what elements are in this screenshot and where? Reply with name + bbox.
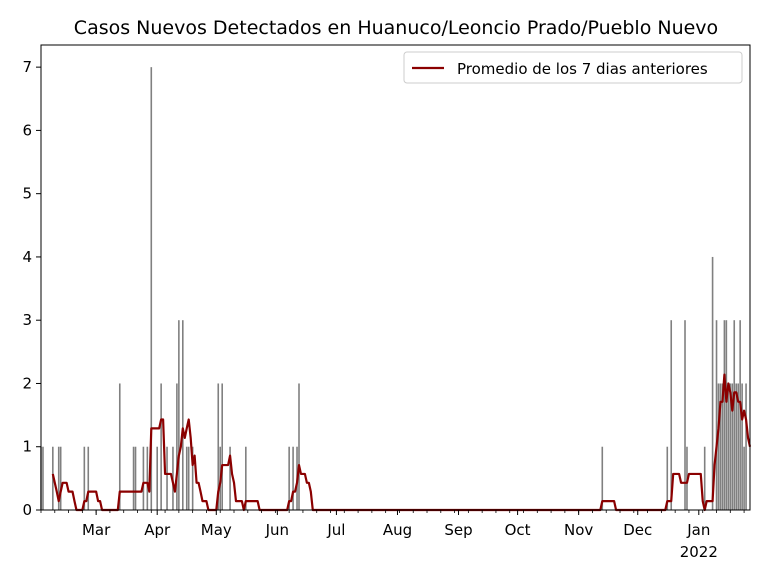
bar-22 — [191, 446, 194, 510]
bar-7 — [118, 383, 121, 510]
bar-53 — [743, 446, 745, 510]
y-tick-label-0: 0 — [22, 501, 32, 519]
x-tick-label-Sep: Sep — [444, 521, 472, 539]
bar-6 — [87, 446, 90, 510]
bar-20 — [185, 446, 188, 510]
y-tick-label-3: 3 — [22, 311, 32, 329]
bar-11 — [146, 446, 149, 510]
plot-frame — [40, 44, 751, 511]
bar-34 — [670, 320, 673, 510]
bar-13 — [156, 446, 158, 510]
bar-31 — [298, 383, 300, 510]
bar-48 — [733, 320, 736, 510]
x-tick-label-Apr: Apr — [144, 521, 171, 539]
bar-54 — [745, 383, 747, 510]
bar-42 — [721, 383, 724, 510]
bar-41 — [719, 383, 722, 510]
bar-37 — [703, 446, 706, 510]
bar-28 — [288, 446, 290, 510]
x-tick-label-Jun: Jun — [265, 521, 289, 539]
y-tick-label-5: 5 — [22, 185, 32, 203]
bar-52 — [741, 383, 743, 510]
bar-26 — [229, 446, 231, 510]
bar-1 — [42, 446, 44, 510]
bar-50 — [737, 383, 739, 510]
bar-series — [40, 67, 747, 510]
x-tick-label-Aug: Aug — [383, 521, 412, 539]
x-tick-label-Dec: Dec — [623, 521, 652, 539]
bar-9 — [134, 446, 137, 510]
bar-45 — [727, 383, 730, 510]
bar-49 — [735, 383, 738, 510]
legend: Promedio de los 7 dias anteriores — [403, 51, 743, 84]
bar-32 — [601, 446, 604, 510]
bar-10 — [142, 446, 145, 510]
bar-14 — [160, 383, 162, 510]
bar-27 — [245, 446, 247, 510]
bar-3 — [57, 446, 60, 510]
chart-title: Casos Nuevos Detectados en Huanuco/Leonc… — [74, 17, 718, 39]
y-tick-label-2: 2 — [22, 374, 32, 392]
bar-25 — [221, 383, 223, 510]
x-tick-label-Nov: Nov — [564, 521, 593, 539]
bar-44 — [725, 320, 728, 510]
bar-43 — [723, 320, 726, 510]
y-tick-label-4: 4 — [22, 248, 32, 266]
bar-33 — [666, 446, 669, 510]
bar-39 — [715, 320, 718, 510]
bar-18 — [178, 320, 180, 510]
bar-23 — [217, 383, 220, 510]
bar-19 — [182, 320, 184, 510]
y-tick-label-1: 1 — [22, 438, 32, 456]
bar-40 — [717, 383, 720, 510]
x-tick-label-May: May — [201, 521, 232, 539]
bar-29 — [292, 446, 294, 510]
bar-4 — [59, 446, 62, 510]
bar-5 — [83, 446, 86, 510]
bar-8 — [132, 446, 135, 510]
legend-label: Promedio de los 7 dias anteriores — [457, 60, 708, 78]
x-year-label: 2022 — [680, 543, 718, 561]
bar-12 — [150, 67, 153, 510]
x-tick-label-Oct: Oct — [505, 521, 531, 539]
bar-47 — [731, 383, 734, 510]
bar-35 — [684, 320, 686, 510]
x-tick-label-Mar: Mar — [82, 521, 111, 539]
y-axis: 0 1 2 3 4 5 6 7 — [22, 58, 41, 519]
y-tick-label-7: 7 — [22, 58, 32, 76]
x-axis: Mar Apr May Jun Jul Aug Sep Oct Nov Dec Jan 2022 — [40, 510, 745, 561]
bar-21 — [187, 446, 190, 510]
bar-17 — [176, 383, 178, 510]
legend-box — [403, 51, 743, 84]
y-tick-label-6: 6 — [22, 121, 32, 139]
bar-15 — [166, 446, 168, 510]
bar-46 — [729, 383, 732, 510]
bar-51 — [739, 320, 741, 510]
x-tick-label-Jul: Jul — [326, 521, 345, 539]
x-tick-label-Jan: Jan — [686, 521, 710, 539]
bar-38 — [711, 256, 714, 510]
